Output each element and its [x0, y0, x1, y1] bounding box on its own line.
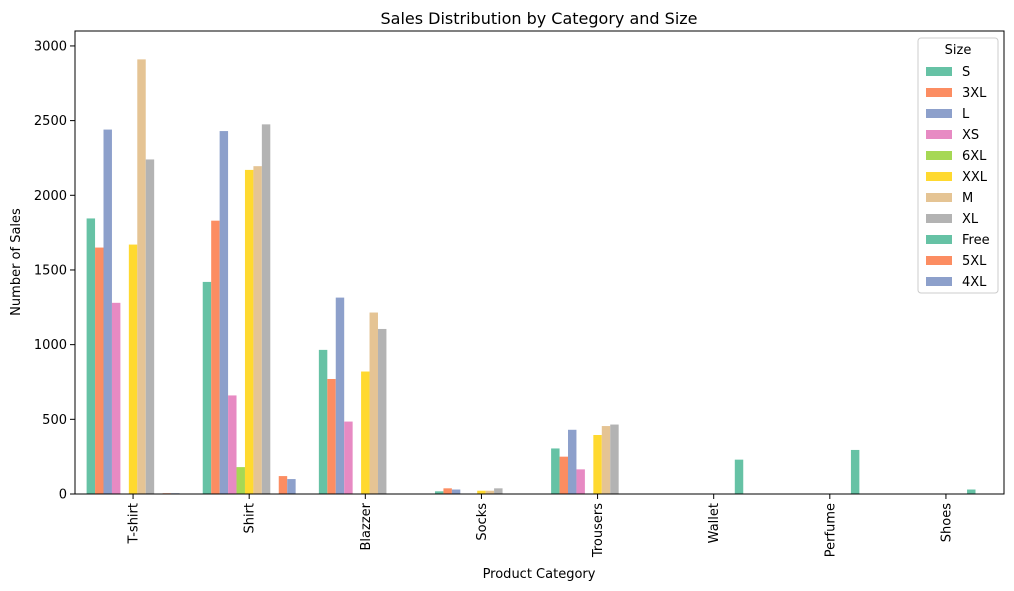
bar: [236, 467, 245, 494]
legend-entry: M: [962, 191, 973, 206]
y-tick-label: 2500: [34, 114, 67, 129]
bar: [219, 131, 229, 494]
bar: [327, 378, 336, 494]
legend-entry: 6XL: [962, 149, 987, 164]
legend-swatch: [926, 214, 952, 223]
bar: [443, 488, 452, 494]
bar: [477, 490, 486, 494]
legend-swatch: [926, 130, 952, 139]
legend-title: Size: [945, 43, 972, 58]
bar: [111, 302, 121, 494]
bar: [601, 426, 611, 494]
bar: [576, 469, 585, 494]
legend-swatch: [926, 172, 952, 181]
y-tick-label: 500: [42, 413, 67, 428]
bar: [967, 489, 976, 494]
bar: [86, 218, 96, 495]
legend-swatch: [926, 109, 952, 118]
bar: [451, 489, 461, 494]
y-tick-label: 1500: [34, 263, 67, 278]
x-tick-label: Blazzer: [359, 502, 374, 550]
legend-swatch: [926, 235, 952, 244]
bar: [559, 456, 569, 494]
bar: [202, 281, 212, 494]
bar: [228, 395, 237, 494]
bar: [318, 349, 328, 494]
legend-entry: L: [962, 107, 970, 122]
bar: [145, 159, 155, 494]
bar: [335, 297, 345, 494]
legend-swatch: [926, 256, 952, 265]
bar: [261, 124, 271, 494]
legend-swatch: [926, 193, 952, 202]
bar: [278, 476, 288, 494]
plot-bars: [86, 59, 976, 495]
x-tick-label: Socks: [475, 503, 490, 541]
y-tick-label: 0: [59, 488, 67, 503]
bar: [103, 129, 112, 494]
x-tick-label: Trousers: [591, 503, 606, 558]
legend-swatch: [926, 151, 952, 160]
x-tick-label: Shirt: [243, 503, 258, 534]
legend-entry: Free: [962, 233, 990, 248]
legend-entry: 4XL: [962, 275, 987, 290]
x-tick-label: Wallet: [707, 503, 722, 543]
legend-entry: 5XL: [962, 254, 987, 269]
bar: [287, 479, 296, 494]
bar: [128, 244, 138, 494]
bar: [434, 491, 444, 494]
legend-entry: S: [962, 65, 970, 80]
bar: [377, 328, 387, 494]
bar: [344, 421, 353, 494]
x-axis-label: Product Category: [483, 567, 596, 582]
bar: [137, 59, 146, 495]
x-tick-label: Perfume: [823, 503, 838, 557]
bar: [253, 166, 262, 494]
y-tick-label: 2000: [34, 189, 67, 204]
bar: [485, 490, 495, 494]
y-axis: 0 500 1000 1500 2000 2500 3000: [34, 39, 75, 503]
bar: [850, 449, 860, 494]
bar: [211, 220, 220, 494]
x-axis: T-shirt Shirt Blazzer Socks Trousers Wallet Pe…: [127, 494, 954, 558]
chart-title: Sales Distribution by Category and Size: [380, 9, 697, 28]
legend-swatch: [926, 277, 952, 286]
legend-swatch: [926, 67, 952, 76]
legend-entry: 3XL: [962, 86, 987, 101]
x-tick-label: T-shirt: [127, 503, 142, 545]
bar: [734, 459, 744, 494]
legend: Size S 3XL L XS 6XL XXL M XL Free 5XL 4XL: [917, 37, 999, 294]
y-tick-label: 1000: [34, 338, 67, 353]
legend-swatch: [926, 88, 952, 97]
legend-entry: XS: [962, 128, 979, 143]
bar: [361, 371, 370, 494]
bar: [244, 169, 254, 494]
plot-frame: [74, 30, 1005, 495]
bar: [369, 312, 378, 494]
bar: [494, 488, 503, 494]
bar: [551, 448, 560, 494]
legend-entry: XXL: [962, 170, 988, 185]
x-tick-label: Shoes: [939, 503, 954, 542]
bar: [610, 424, 619, 494]
legend-box: [917, 37, 999, 294]
bar: [593, 435, 602, 494]
legend-entry: XL: [962, 212, 979, 227]
bar: [568, 429, 577, 494]
bar: [95, 247, 104, 494]
y-tick-label: 3000: [34, 39, 67, 54]
y-axis-label: Number of Sales: [9, 208, 24, 316]
